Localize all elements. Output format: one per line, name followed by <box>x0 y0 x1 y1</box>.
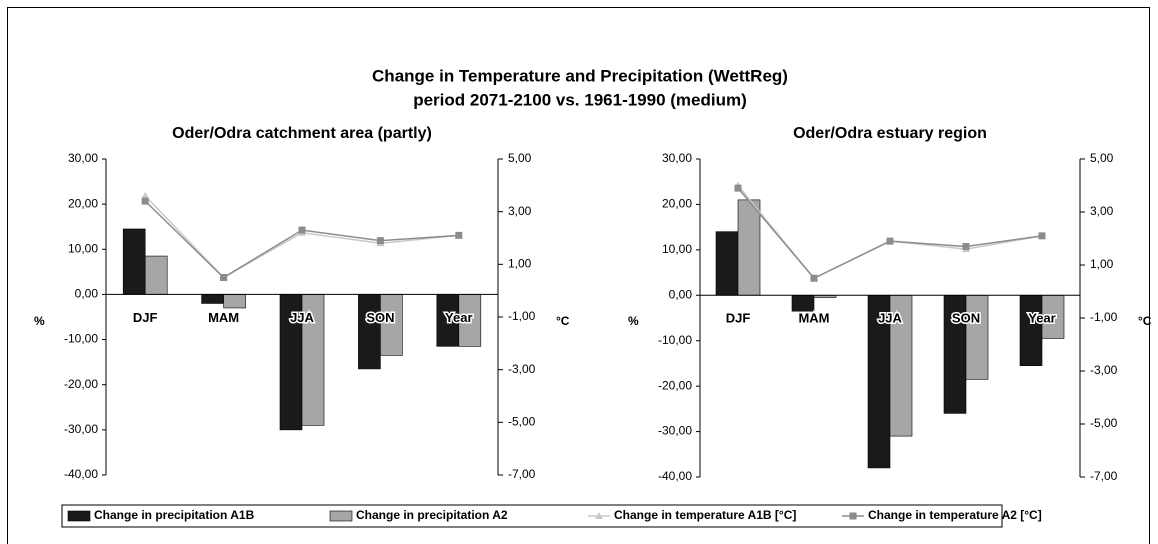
legend-swatch <box>329 510 353 522</box>
y-tick-label: 30,00 <box>68 151 98 165</box>
y2-tick-label: -5,00 <box>508 415 536 429</box>
point <box>810 274 818 282</box>
x-tick-label: JJA <box>290 310 314 325</box>
legend-label: Change in precipitation A2 <box>356 508 508 522</box>
point <box>734 184 742 192</box>
x-tick-label: DJF <box>133 310 158 325</box>
y-tick-label: -20,00 <box>64 377 98 391</box>
y2-tick-label: 5,00 <box>1090 151 1114 165</box>
bar <box>380 294 403 356</box>
frame <box>7 7 1150 544</box>
y-tick-label: -10,00 <box>658 333 692 347</box>
y-tick-label: 0,00 <box>75 287 99 301</box>
y2-tick-label: -3,00 <box>508 362 536 376</box>
chart-subtitle: period 2071-2100 vs. 1961-1990 (medium) <box>413 90 747 109</box>
point <box>141 191 150 199</box>
legend-swatch <box>67 510 91 522</box>
x-tick-label: MAM <box>208 310 239 325</box>
point <box>1038 232 1046 240</box>
point <box>141 197 149 205</box>
y2-tick-label: -5,00 <box>1090 416 1118 430</box>
bar <box>122 228 146 295</box>
y-tick-label: 0,00 <box>669 287 693 301</box>
legend-label: Change in temperature A2 [°C] <box>868 508 1042 522</box>
point <box>220 274 228 281</box>
bar <box>201 294 224 304</box>
x-tick-label: Year <box>445 310 472 325</box>
bar <box>715 231 739 296</box>
x-tick-label: JJA <box>878 311 902 326</box>
y-axis-label: % <box>34 314 45 328</box>
y-tick-label: 10,00 <box>68 241 98 255</box>
x-tick-label: SON <box>366 310 394 325</box>
y2-tick-label: -1,00 <box>508 309 536 323</box>
y2-tick-label: 1,00 <box>508 257 532 271</box>
y2-tick-label: -7,00 <box>1090 469 1118 483</box>
bar <box>358 294 381 370</box>
y-tick-label: -10,00 <box>64 332 98 346</box>
point <box>886 237 894 245</box>
x-tick-label: MAM <box>798 311 829 326</box>
point <box>455 231 463 239</box>
y2-tick-label: -7,00 <box>508 467 536 481</box>
bar <box>144 255 168 295</box>
y-tick-label: -20,00 <box>658 378 692 392</box>
y-tick-label: 30,00 <box>662 151 692 165</box>
bar <box>737 199 761 296</box>
legend-marker <box>849 512 857 520</box>
y2-axis-label: °C <box>1138 314 1152 328</box>
line <box>144 195 459 279</box>
y-tick-label: -40,00 <box>658 469 692 483</box>
y2-tick-label: 5,00 <box>508 151 532 165</box>
y-axis-label: % <box>628 314 639 328</box>
bar <box>965 294 989 380</box>
bar <box>1019 294 1043 366</box>
line <box>737 187 1043 280</box>
y2-tick-label: 3,00 <box>1090 204 1114 218</box>
y-tick-label: -30,00 <box>64 422 98 436</box>
y-tick-label: 20,00 <box>662 197 692 211</box>
y2-tick-label: -1,00 <box>1090 310 1118 324</box>
point <box>376 237 384 245</box>
line <box>144 200 459 279</box>
point <box>298 226 306 234</box>
y2-axis-label: °C <box>556 314 570 328</box>
y-tick-label: 20,00 <box>68 196 98 210</box>
line <box>737 185 1043 280</box>
bar <box>791 294 815 312</box>
x-tick-label: SON <box>952 311 980 326</box>
x-tick-label: DJF <box>726 311 751 326</box>
y2-tick-label: 1,00 <box>1090 257 1114 271</box>
subplot-title: Oder/Odra estuary region <box>793 125 987 142</box>
legend-marker <box>595 512 603 519</box>
subplot-title: Oder/Odra catchment area (partly) <box>172 125 432 142</box>
x-tick-label: Year <box>1028 311 1055 326</box>
chart-title: Change in Temperature and Precipitation … <box>372 66 788 85</box>
y-tick-label: -40,00 <box>64 467 98 481</box>
legend-label: Change in precipitation A1B <box>94 508 255 522</box>
y-tick-label: 10,00 <box>662 242 692 256</box>
y2-tick-label: -3,00 <box>1090 363 1118 377</box>
legend-label: Change in temperature A1B [°C] <box>614 508 796 522</box>
y2-tick-label: 3,00 <box>508 204 532 218</box>
point <box>962 242 970 250</box>
bar <box>223 294 246 309</box>
y-tick-label: -30,00 <box>658 424 692 438</box>
legend-box <box>61 504 1003 528</box>
